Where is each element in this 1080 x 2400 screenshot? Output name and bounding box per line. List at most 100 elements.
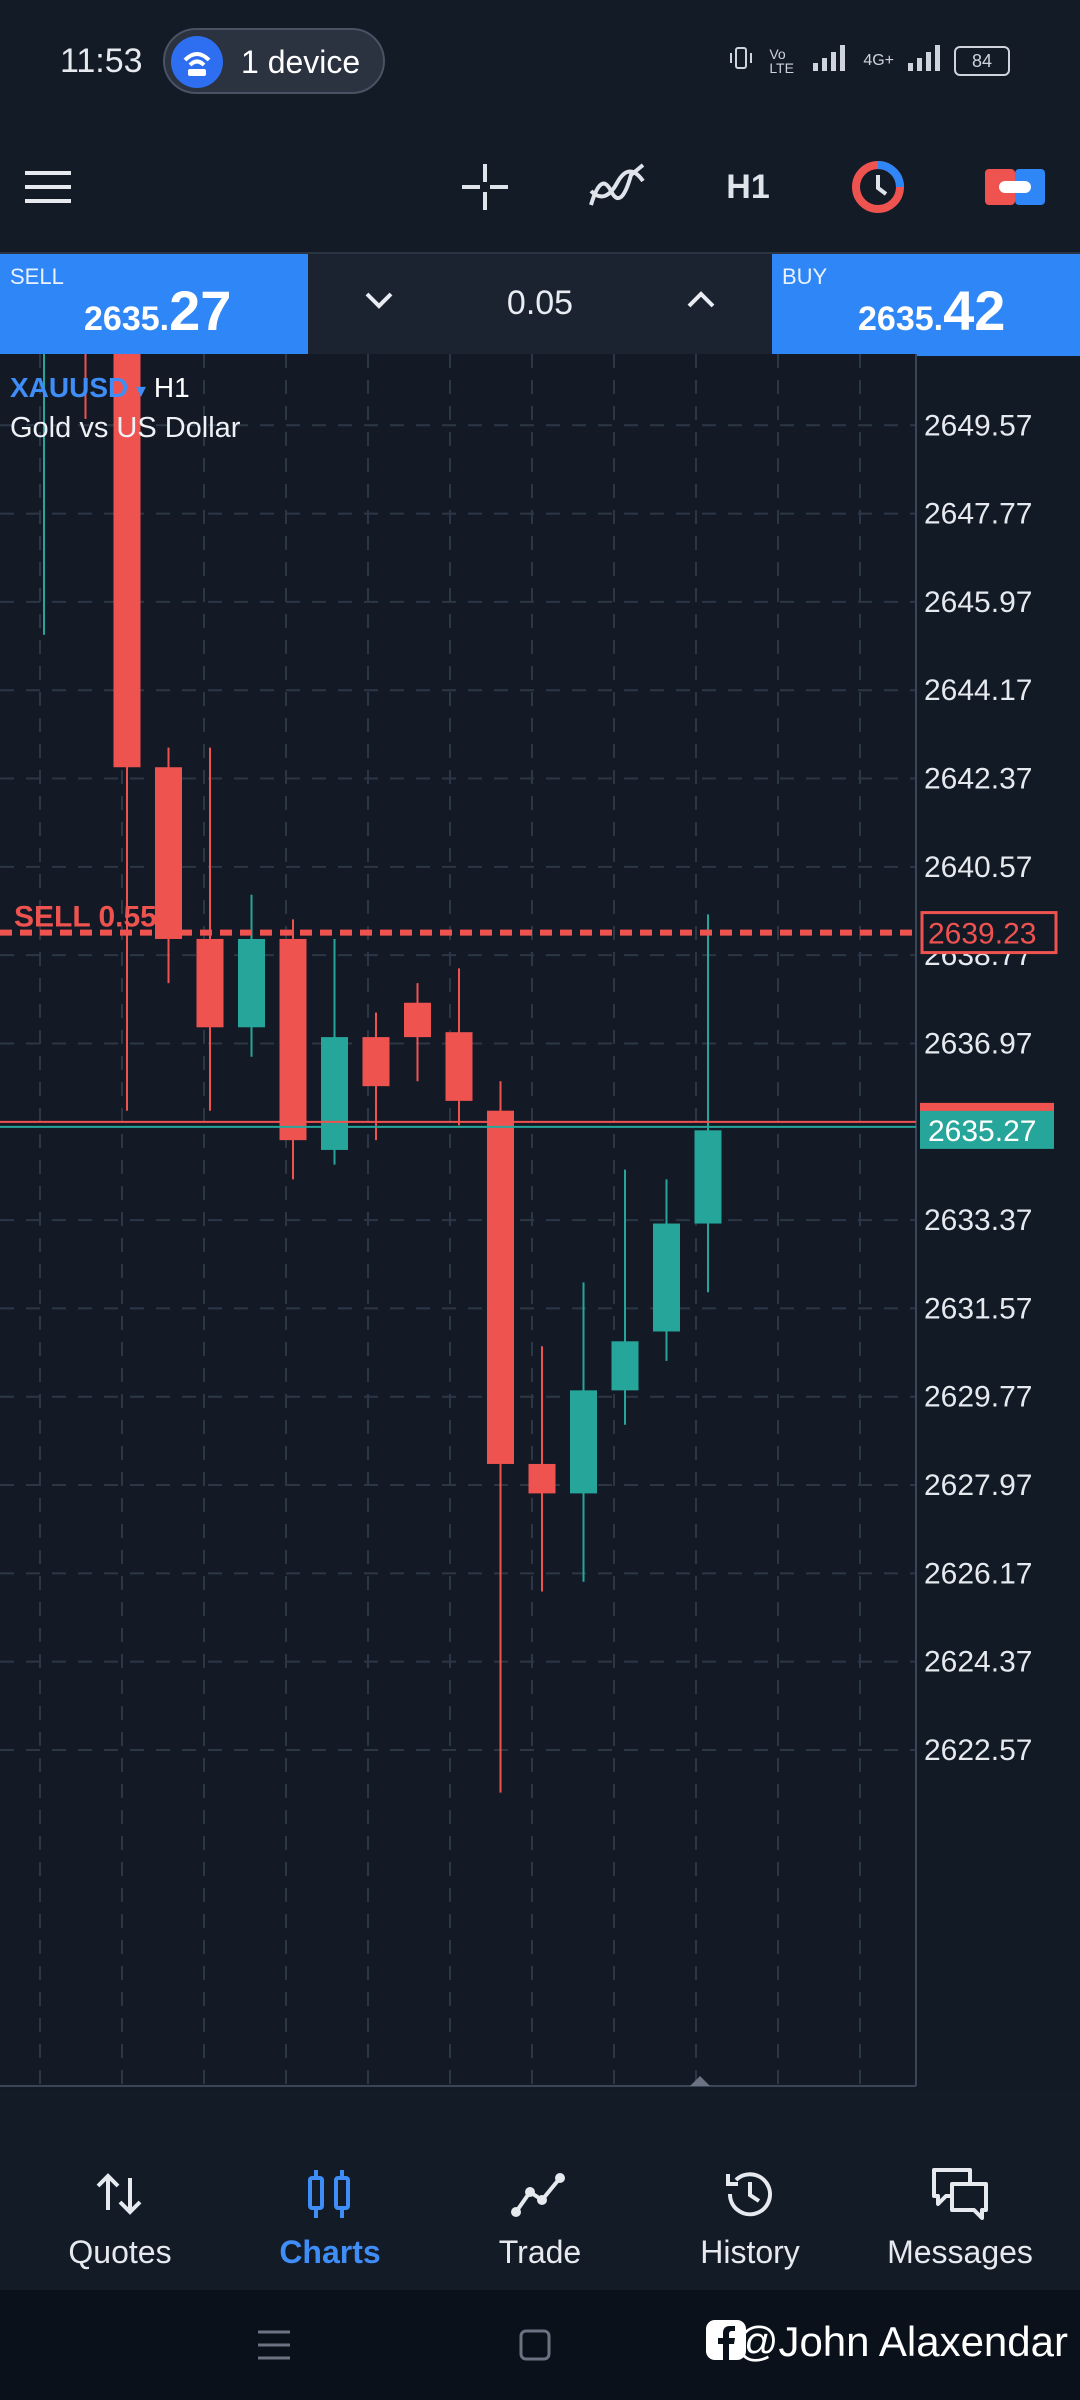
candle-body-bullish xyxy=(694,1130,722,1224)
vibrate-icon xyxy=(727,44,755,78)
candle xyxy=(238,894,265,1057)
signal-icon xyxy=(813,45,849,77)
candle xyxy=(321,938,348,1165)
current-price-label: 2635.27 xyxy=(928,1115,1036,1148)
y-axis-tick-label: 2633.37 xyxy=(924,1204,1032,1237)
sell-price-small: 2635. xyxy=(84,300,170,338)
nav-history-label: History xyxy=(700,2234,800,2270)
candlestick-chart[interactable]: 2656.772654.972653.172651.372649.572647.… xyxy=(0,354,1080,2090)
candle xyxy=(694,914,722,1293)
y-axis-tick-label: 2631.57 xyxy=(924,1292,1032,1325)
timeframe-button[interactable]: H1 xyxy=(716,154,780,220)
status-icons: Vo LTE 4G+ 84 xyxy=(727,44,1010,78)
one-click-trading-icon[interactable] xyxy=(982,154,1048,220)
position-price-label: 2639.23 xyxy=(928,918,1036,951)
candle xyxy=(196,747,224,1111)
trade-icon xyxy=(511,2173,565,2217)
y-axis-tick-label: 2640.57 xyxy=(924,851,1032,884)
candle-body-bearish xyxy=(528,1463,556,1494)
candle-body-bearish xyxy=(155,767,182,939)
position-label: SELL 0.55 xyxy=(14,901,157,934)
sell-button[interactable]: SELL 2635.27 xyxy=(0,254,308,356)
candle-body-bearish xyxy=(196,938,224,1028)
sell-price-big: 27 xyxy=(169,279,232,342)
buy-label: BUY xyxy=(782,264,828,289)
trade-bar: SELL 2635.27 0.05 BUY 2635.42 xyxy=(0,252,1080,356)
y-axis-tick-label: 2622.57 xyxy=(924,1734,1032,1767)
nav-charts[interactable]: Charts xyxy=(222,2090,438,2290)
buy-price-small: 2635. xyxy=(858,300,944,338)
candle xyxy=(487,1081,514,1793)
y-axis-tick-label: 2629.77 xyxy=(924,1381,1032,1414)
current-price-badge xyxy=(920,1110,1054,1149)
candle xyxy=(528,1346,556,1592)
device-count-label: 1 device xyxy=(241,44,361,80)
recents-icon[interactable] xyxy=(256,2328,292,2367)
nav-trade[interactable]: Trade xyxy=(432,2090,648,2290)
indicators-icon[interactable] xyxy=(585,154,649,220)
y-axis-tick-label: 2627.97 xyxy=(924,1469,1032,1502)
y-axis-tick-label: 2642.37 xyxy=(924,763,1032,796)
symbol-name: XAUUSD xyxy=(10,372,129,403)
candle xyxy=(43,354,45,635)
y-axis-tick-label: 2647.77 xyxy=(924,498,1032,531)
facebook-icon xyxy=(706,2320,746,2365)
candle xyxy=(611,1169,639,1425)
candle-body-bearish xyxy=(362,1037,390,1087)
nav-messages[interactable]: Messages xyxy=(852,2090,1068,2290)
nav-history[interactable]: History xyxy=(642,2090,858,2290)
volte-label: Vo LTE xyxy=(769,46,794,76)
candle xyxy=(155,747,182,984)
candle-body-bullish xyxy=(238,938,265,1028)
y-axis-tick-label: 2644.17 xyxy=(924,674,1032,707)
lot-size-stepper: 0.05 xyxy=(308,254,772,356)
symbol-header[interactable]: XAUUSD ▾ H1 xyxy=(10,372,190,404)
clock-pie-icon[interactable] xyxy=(846,154,910,220)
charts-icon xyxy=(308,2170,350,2218)
candle xyxy=(84,354,87,419)
wifi-hotspot-icon xyxy=(171,36,223,88)
price-chart[interactable]: 2656.772654.972653.172651.372649.572647.… xyxy=(0,354,1080,2090)
symbol-description: Gold vs US Dollar xyxy=(10,412,241,444)
candle-body-bullish xyxy=(611,1341,639,1391)
nav-quotes[interactable]: Quotes xyxy=(12,2090,228,2290)
candle-body-bearish xyxy=(487,1110,514,1464)
candle-body-bullish xyxy=(570,1390,597,1494)
timeframe-label: H1 xyxy=(726,167,770,206)
buy-button[interactable]: BUY 2635.42 xyxy=(772,254,1080,356)
y-axis-tick-label: 2645.97 xyxy=(924,586,1032,619)
chart-shift-marker xyxy=(690,2076,710,2086)
y-axis-tick-label: 2636.97 xyxy=(924,1027,1032,1060)
system-navigation-bar: @John Alaxendar xyxy=(0,2290,1080,2400)
connected-device-pill[interactable]: 1 device xyxy=(163,28,385,94)
menu-icon[interactable] xyxy=(20,154,80,220)
messages-icon xyxy=(932,2168,988,2220)
crosshair-icon[interactable] xyxy=(455,154,515,220)
battery-icon: 84 xyxy=(954,46,1010,76)
status-time: 11:53 xyxy=(60,42,143,80)
watermark-text: @John Alaxendar xyxy=(735,2318,1068,2365)
sell-label: SELL xyxy=(10,264,64,289)
lot-size-value[interactable]: 0.05 xyxy=(506,284,574,322)
y-axis-tick-label: 2624.37 xyxy=(924,1646,1032,1679)
y-axis-tick-label: 2626.17 xyxy=(924,1557,1032,1590)
candle xyxy=(653,1179,680,1361)
nav-charts-label: Charts xyxy=(279,2234,381,2270)
symbol-dropdown-icon: ▾ xyxy=(136,380,147,402)
quotes-icon xyxy=(96,2173,142,2215)
history-icon xyxy=(726,2172,772,2217)
candle xyxy=(279,919,307,1180)
bottom-navigation: Quotes Charts Trade History Messages xyxy=(0,2090,1080,2290)
chart-toolbar: H1 xyxy=(0,124,1080,252)
lot-decrease-icon[interactable] xyxy=(362,288,396,317)
y-axis-tick-label: 2649.57 xyxy=(924,409,1032,442)
candle-body-bearish xyxy=(404,1002,431,1038)
candle xyxy=(113,354,141,1111)
candle xyxy=(445,968,473,1126)
lot-increase-icon[interactable] xyxy=(684,288,718,317)
home-icon[interactable] xyxy=(518,2328,552,2367)
candle-body-bullish xyxy=(653,1223,680,1332)
signal-2-icon xyxy=(908,45,940,77)
candle xyxy=(570,1282,597,1582)
symbol-timeframe: H1 xyxy=(153,372,190,403)
